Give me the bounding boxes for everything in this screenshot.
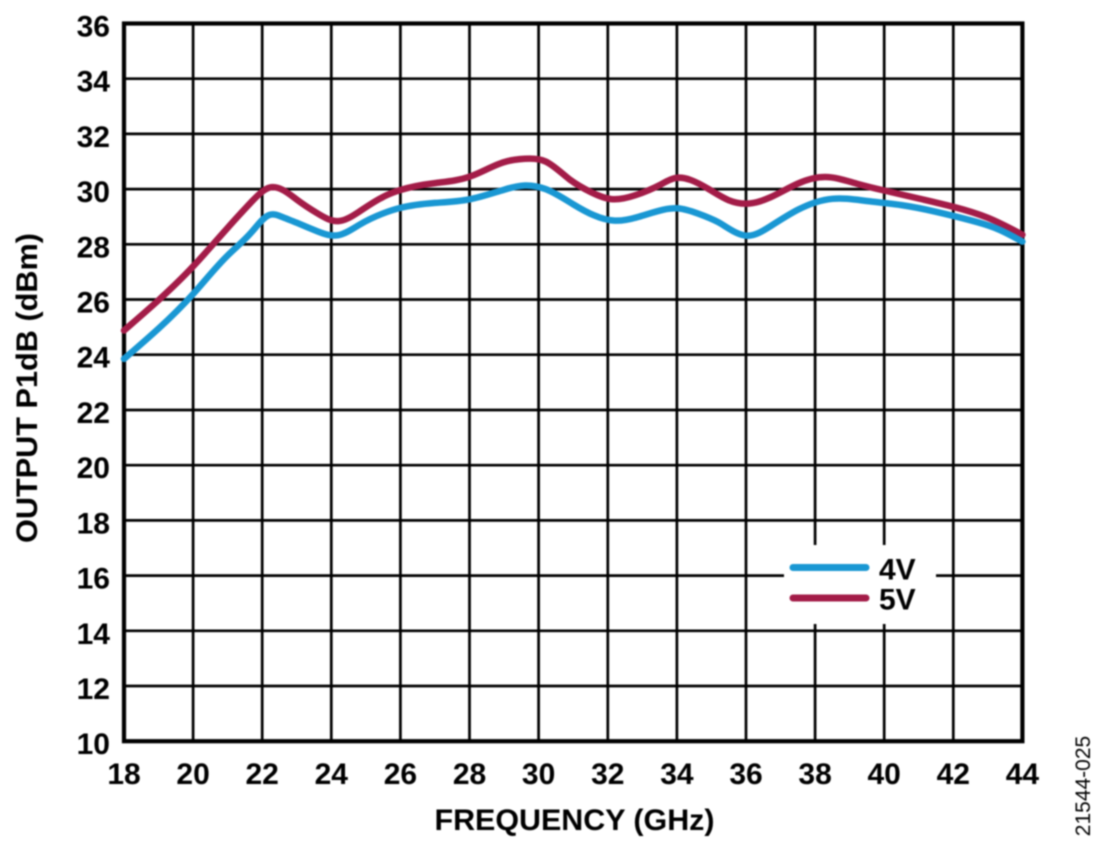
svg-text:14: 14	[77, 618, 111, 651]
svg-text:24: 24	[315, 758, 349, 791]
svg-text:26: 26	[384, 758, 417, 791]
svg-text:38: 38	[798, 758, 831, 791]
svg-text:44: 44	[1006, 758, 1040, 791]
svg-text:4V: 4V	[879, 554, 916, 587]
svg-text:32: 32	[591, 758, 624, 791]
svg-text:36: 36	[77, 11, 110, 44]
svg-text:42: 42	[937, 758, 970, 791]
svg-text:20: 20	[77, 452, 110, 485]
svg-text:18: 18	[77, 507, 110, 540]
svg-text:34: 34	[77, 66, 111, 99]
svg-text:FREQUENCY (GHz): FREQUENCY (GHz)	[435, 804, 715, 837]
svg-text:22: 22	[77, 397, 110, 430]
svg-text:40: 40	[868, 758, 901, 791]
svg-text:22: 22	[246, 758, 279, 791]
svg-text:24: 24	[77, 342, 111, 375]
svg-text:5V: 5V	[879, 584, 916, 617]
svg-text:OUTPUT P1dB (dBm): OUTPUT P1dB (dBm)	[11, 233, 44, 543]
svg-text:18: 18	[107, 758, 140, 791]
svg-text:28: 28	[453, 758, 486, 791]
svg-text:12: 12	[77, 673, 110, 706]
svg-text:10: 10	[77, 728, 110, 761]
svg-text:28: 28	[77, 231, 110, 264]
svg-text:30: 30	[522, 758, 555, 791]
svg-text:26: 26	[77, 287, 110, 320]
svg-text:32: 32	[77, 121, 110, 154]
svg-text:36: 36	[729, 758, 762, 791]
svg-text:30: 30	[77, 176, 110, 209]
svg-text:34: 34	[660, 758, 694, 791]
svg-text:20: 20	[176, 758, 209, 791]
svg-text:21544-025: 21544-025	[1072, 736, 1095, 836]
svg-text:16: 16	[77, 563, 110, 596]
